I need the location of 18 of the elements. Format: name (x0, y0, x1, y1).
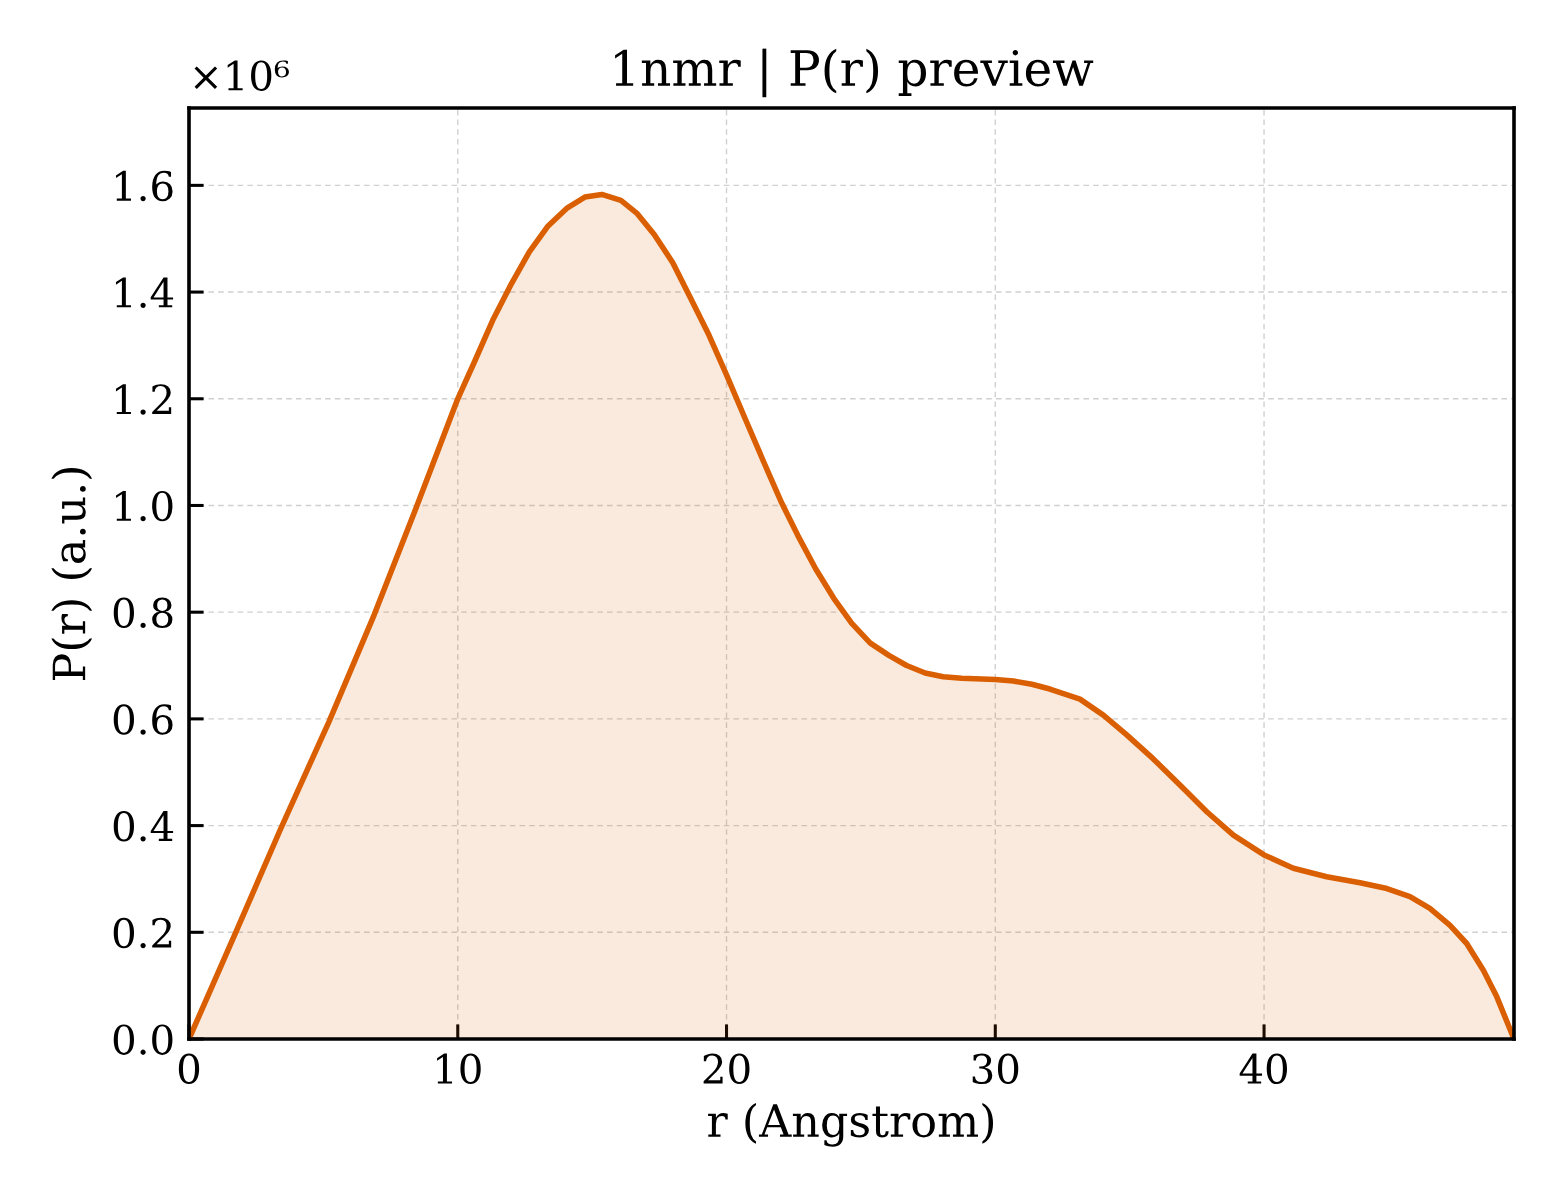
chart-title: 1nmr | P(r) preview (615, 48, 1094, 98)
y-tick-label: 0.8 (113, 597, 173, 629)
y-tick-label: 1.4 (115, 277, 174, 308)
y-axis-title: P(r) (a.u.) (51, 468, 93, 681)
x-tick-label: 10 (437, 1053, 481, 1085)
y-tick-label: 1.0 (115, 490, 173, 522)
x-tick-label: 20 (703, 1053, 750, 1085)
x-tick-label: 30 (972, 1053, 1019, 1085)
y-tick-label: 0.4 (113, 811, 174, 842)
y-tick-label: 0.0 (113, 1024, 173, 1055)
y-tick-label: 0.2 (113, 917, 172, 949)
y-tick-label: 1.6 (115, 170, 173, 202)
y-tick-label: 1.2 (115, 384, 172, 415)
x-axis-title: r (Angstrom) (708, 1102, 994, 1147)
y-tick-label: 0.6 (113, 704, 173, 735)
text: ×10⁶ (194, 60, 289, 91)
x-tick-label: 0 (178, 1053, 200, 1085)
x-tick-label: 40 (1239, 1053, 1287, 1085)
